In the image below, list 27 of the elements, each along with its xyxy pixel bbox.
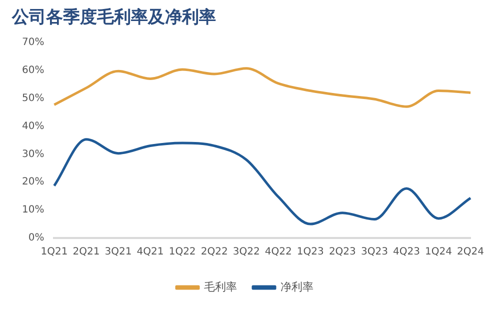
x-tick-label: 2Q24: [457, 246, 484, 258]
x-tick-label: 2Q23: [328, 246, 356, 258]
y-tick-label: 10%: [22, 204, 44, 216]
legend-label: 净利率: [280, 280, 314, 294]
line-series: [52, 138, 472, 226]
y-tick-label: 70%: [22, 36, 44, 48]
y-tick-label: 30%: [22, 148, 44, 160]
x-tick-label: 1Q21: [40, 246, 68, 258]
y-tick-label: 20%: [22, 176, 44, 188]
line-series: [52, 67, 472, 108]
x-tick-label: 1Q22: [168, 246, 196, 258]
x-tick-label: 4Q23: [392, 246, 420, 258]
chart-title: 公司各季度毛利率及净利率: [11, 8, 216, 28]
y-tick-label: 40%: [22, 120, 44, 132]
x-tick-label: 2Q21: [72, 246, 100, 258]
legend-label: 毛利率: [204, 280, 237, 294]
x-tick-label: 3Q23: [360, 246, 388, 258]
y-tick-label: 60%: [22, 64, 44, 76]
x-tick-label: 1Q23: [296, 246, 324, 258]
y-tick-label: 50%: [22, 92, 44, 104]
x-tick-label: 2Q22: [200, 246, 228, 258]
y-tick-label: 0%: [28, 232, 44, 244]
x-tick-label: 4Q22: [264, 246, 292, 258]
x-tick-label: 1Q24: [425, 246, 452, 258]
x-tick-label: 3Q21: [104, 246, 132, 258]
x-tick-label: 3Q22: [232, 246, 260, 258]
x-tick-label: 4Q21: [136, 246, 164, 258]
